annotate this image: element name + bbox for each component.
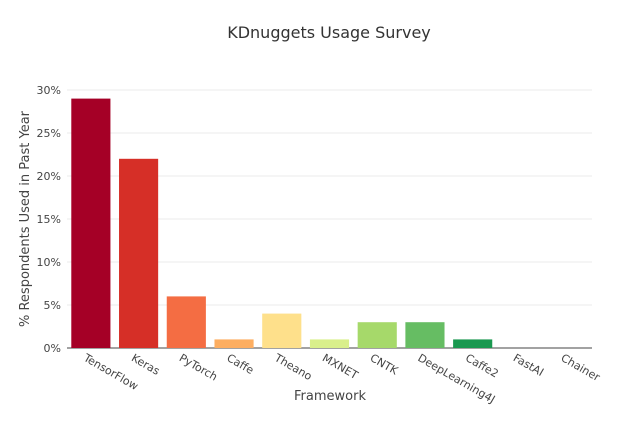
x-tick-label: Caffe2	[463, 351, 500, 380]
bar-keras	[119, 158, 159, 348]
y-tick-label: 10%	[37, 256, 61, 269]
bar-caffe	[214, 339, 254, 348]
x-tick-label: MXNET	[320, 351, 360, 382]
x-axis-title: Framework	[294, 389, 366, 404]
x-tick-label: FastAI	[511, 351, 546, 379]
x-tick-label: Caffe	[225, 351, 257, 377]
y-axis: 0% 5% 10% 15% 20% 25% 30%	[37, 84, 61, 355]
y-tick-label: 15%	[37, 213, 61, 226]
x-tick-label: Chainer	[559, 351, 603, 384]
y-tick-label: 0%	[44, 342, 61, 355]
bars	[71, 98, 493, 348]
y-tick-label: 30%	[37, 84, 61, 97]
y-tick-label: 5%	[44, 299, 61, 312]
bar-theano	[262, 313, 302, 348]
y-tick-label: 25%	[37, 127, 61, 140]
x-tick-label: Keras	[129, 351, 162, 378]
x-tick-label: Theano	[271, 351, 314, 383]
y-tick-label: 20%	[37, 170, 61, 183]
x-tick-label: CNTK	[368, 351, 401, 378]
bar-mxnet	[309, 339, 350, 348]
chart-title: KDnuggets Usage Survey	[227, 23, 431, 42]
bar-tensorflow	[71, 98, 111, 348]
bar-caffe2	[453, 339, 493, 348]
bar-deeplearning4j	[405, 322, 445, 348]
bar-cntk	[357, 322, 397, 348]
x-tick-label: PyTorch	[177, 351, 220, 383]
bar-pytorch	[166, 296, 206, 348]
y-axis-title: % Respondents Used in Past Year	[18, 110, 33, 327]
